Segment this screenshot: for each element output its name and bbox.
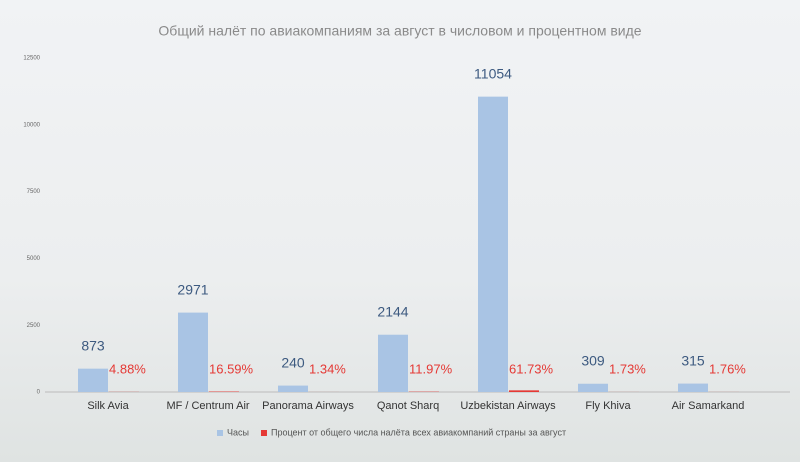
data-label: 873 xyxy=(81,337,105,353)
chart-title: Общий налёт по авиакомпаниям за август в… xyxy=(158,23,641,39)
y-tick-label: 12500 xyxy=(23,56,40,62)
percent-label: 11.97% xyxy=(409,361,453,376)
data-label: 315 xyxy=(681,352,705,368)
x-tick-label: Panorama Airways xyxy=(262,400,354,412)
y-tick-label: 0 xyxy=(37,390,41,396)
x-tick-label: Silk Avia xyxy=(87,400,129,412)
y-tick-label: 7500 xyxy=(27,189,41,195)
percent-label: 61.73% xyxy=(509,361,554,376)
percent-bar xyxy=(509,390,539,392)
x-tick-label: MF / Centrum Air xyxy=(166,400,249,412)
data-label: 309 xyxy=(581,352,605,368)
percent-label: 16.59% xyxy=(209,361,254,376)
x-tick-label: Air Samarkand xyxy=(672,400,745,412)
y-tick-label: 5000 xyxy=(27,256,41,262)
bar xyxy=(678,383,708,392)
percent-label: 4.88% xyxy=(109,361,146,376)
legend-swatch xyxy=(217,430,223,436)
bar xyxy=(378,334,408,392)
data-label: 2971 xyxy=(177,281,208,297)
legend-label: Часы xyxy=(227,427,249,437)
percent-label: 1.73% xyxy=(609,361,646,376)
x-tick-label: Uzbekistan Airways xyxy=(460,400,556,412)
x-tick-label: Fly Khiva xyxy=(585,400,631,412)
y-tick-label: 2500 xyxy=(27,323,41,329)
percent-label: 1.34% xyxy=(309,361,346,376)
bar xyxy=(278,385,308,392)
percent-label: 1.76% xyxy=(709,361,746,376)
x-tick-label: Qanot Sharq xyxy=(377,400,439,412)
data-label: 2144 xyxy=(377,303,408,319)
bar xyxy=(478,96,508,393)
legend-swatch xyxy=(260,430,267,436)
data-label: 240 xyxy=(281,354,305,370)
data-label: 11054 xyxy=(474,65,512,81)
legend-label: Процент от общего числа налёта всех авиа… xyxy=(271,427,566,437)
bar xyxy=(578,383,608,392)
y-tick-label: 10000 xyxy=(23,122,40,128)
bar xyxy=(78,368,108,392)
bar xyxy=(178,312,208,392)
